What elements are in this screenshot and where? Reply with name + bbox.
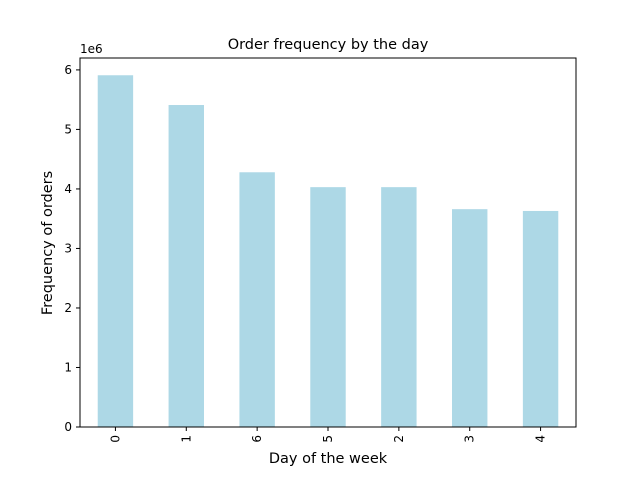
- y-tick-label: 4: [64, 182, 72, 196]
- y-tick-label: 3: [64, 241, 72, 255]
- chart-title: Order frequency by the day: [228, 37, 429, 53]
- y-axis-label: Frequency of orders: [40, 171, 56, 315]
- bar-day-4: [522, 210, 559, 427]
- y-tick-label: 6: [64, 63, 72, 77]
- x-axis-label: Day of the week: [269, 451, 388, 467]
- bar-day-1: [168, 105, 204, 428]
- y-tick-label: 5: [64, 122, 72, 136]
- y-tick-label: 1: [64, 360, 72, 374]
- plot-frame: [79, 57, 577, 428]
- y-offset-label: 1e6: [80, 42, 103, 56]
- x-tick-label: 3: [463, 435, 477, 443]
- bar-day-6: [239, 172, 275, 427]
- x-tick-label: 6: [250, 435, 264, 443]
- bar-day-5: [310, 187, 346, 427]
- x-tick-label: 1: [179, 435, 193, 443]
- x-tick-label: 0: [108, 435, 122, 443]
- x-tick-label: 5: [321, 435, 335, 443]
- bar-day-3: [452, 209, 488, 427]
- x-tick-label: 2: [392, 435, 406, 443]
- x-tick-label: 4: [534, 435, 548, 443]
- bar-day-2: [381, 187, 417, 427]
- y-tick-label: 2: [64, 301, 72, 315]
- bar-day-0: [97, 75, 134, 427]
- y-tick-label: 0: [64, 420, 72, 434]
